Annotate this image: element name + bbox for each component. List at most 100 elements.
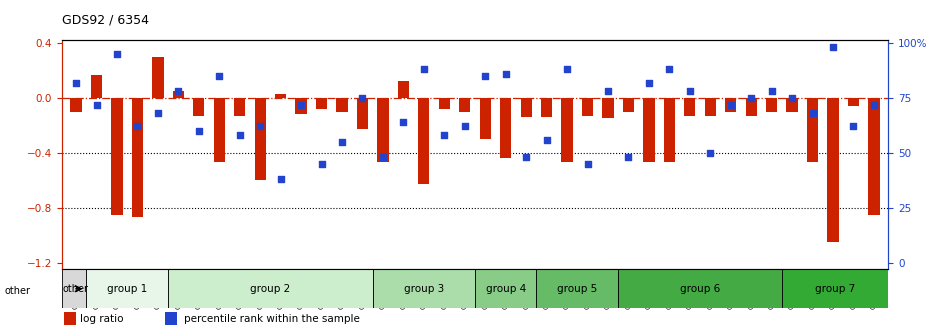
Bar [152,57,163,98]
Text: log ratio: log ratio [81,314,124,324]
Point [682,89,697,94]
Bar [500,98,511,158]
Bar [537,269,618,308]
Point [519,155,534,160]
Point [600,89,616,94]
Bar [173,91,184,98]
Bar [372,269,475,308]
Bar [684,98,695,116]
Point [723,102,738,107]
Bar [459,98,470,112]
Bar [782,269,888,308]
Point [171,89,186,94]
Point [314,161,329,166]
Bar [336,98,348,112]
Point [764,89,779,94]
Bar [868,98,880,214]
Text: group 7: group 7 [815,284,855,294]
Bar [86,269,168,308]
Text: other: other [63,284,88,294]
Point [846,124,861,129]
Bar [725,98,736,112]
Point [560,67,575,72]
Bar [111,98,123,214]
Bar [847,98,859,106]
Point [805,111,820,116]
Bar [165,312,178,325]
Point [826,45,841,50]
Bar [132,98,143,217]
Point [253,124,268,129]
Bar [623,98,634,112]
Bar [705,98,716,116]
Point [641,80,656,85]
Text: group 4: group 4 [485,284,525,294]
Bar [70,98,82,112]
Bar [618,269,782,308]
Bar [377,98,389,162]
Text: group 2: group 2 [250,284,291,294]
Point [355,95,370,100]
Bar [64,312,76,325]
Text: other: other [5,286,30,296]
Bar [521,98,532,117]
Bar [664,98,675,162]
Bar [255,98,266,180]
Point [109,51,124,57]
Bar [480,98,491,139]
Point [334,139,350,144]
Bar [275,94,286,98]
Text: percentile rank within the sample: percentile rank within the sample [183,314,359,324]
Point [621,155,637,160]
Point [457,124,472,129]
Point [744,95,759,100]
Bar [602,98,614,119]
Bar [643,98,655,162]
Point [662,67,677,72]
Point [580,161,595,166]
Bar [234,98,245,116]
Point [785,95,800,100]
Point [294,102,309,107]
Bar [766,98,777,112]
Point [212,73,227,79]
Point [89,102,104,107]
Point [437,132,452,138]
Bar [582,98,593,116]
Point [191,128,206,133]
Bar [561,98,573,162]
Point [68,80,84,85]
Text: GDS92 / 6354: GDS92 / 6354 [62,13,149,27]
Bar [214,98,225,162]
Bar [357,98,368,129]
Bar [827,98,839,242]
Bar [295,98,307,114]
Point [416,67,431,72]
Text: group 6: group 6 [680,284,720,294]
Bar [316,98,327,109]
Bar [62,269,86,308]
Bar [541,98,552,117]
Bar [418,98,429,184]
Point [232,132,247,138]
Point [273,176,288,182]
Point [703,150,718,156]
Bar [475,269,537,308]
Point [478,73,493,79]
Bar [168,269,372,308]
Point [375,155,390,160]
Bar [91,75,103,98]
Text: group 5: group 5 [557,284,598,294]
Bar [807,98,818,162]
Text: group 3: group 3 [404,284,444,294]
Text: group 1: group 1 [107,284,147,294]
Point [396,119,411,125]
Point [130,124,145,129]
Point [539,137,554,142]
Bar [193,98,204,116]
Bar [398,81,409,98]
Point [866,102,882,107]
Point [150,111,165,116]
Bar [746,98,757,116]
Bar [439,98,450,109]
